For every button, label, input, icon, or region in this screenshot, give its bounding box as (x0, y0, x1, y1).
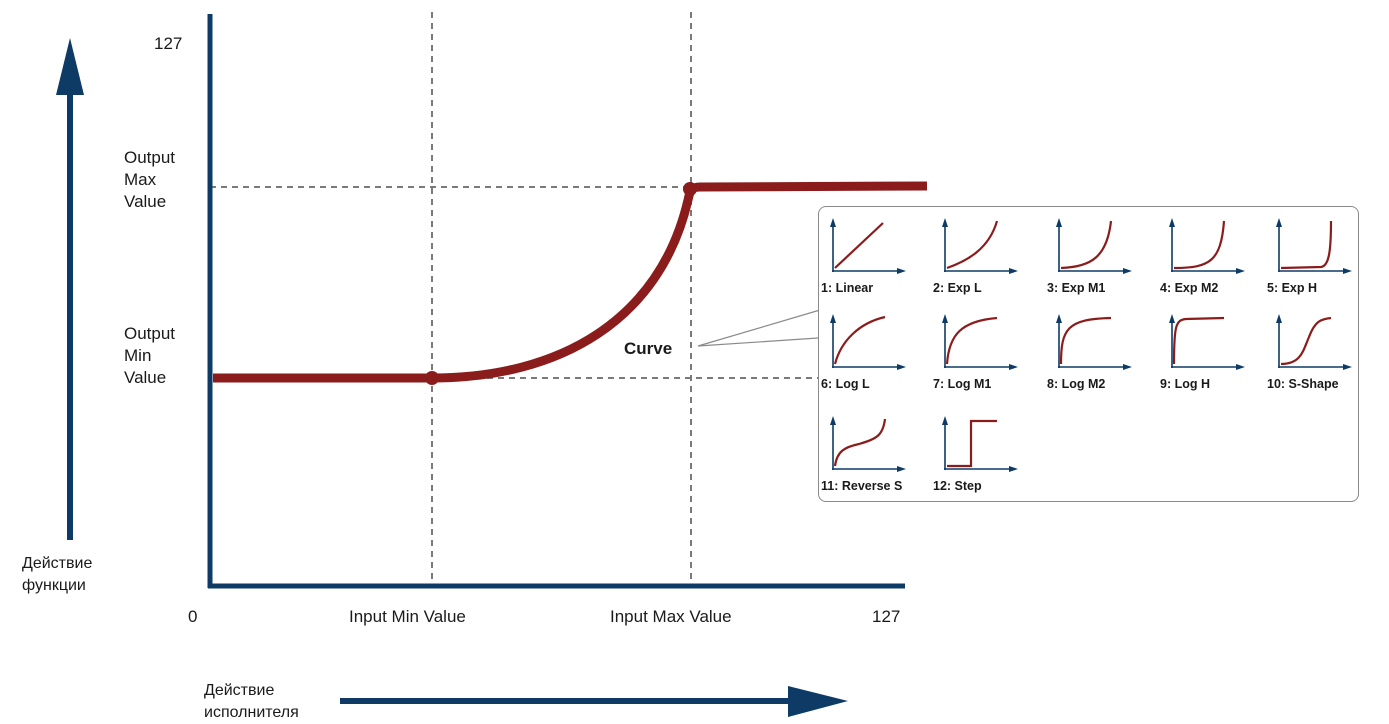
curve-option-s-shape: 10: S-Shape (1267, 307, 1375, 403)
curve-option-label: 6: Log L (821, 377, 870, 391)
linear-curve-icon (830, 218, 906, 274)
thumb-y-arrowhead (942, 218, 948, 227)
thumb-curve-line (833, 418, 887, 467)
thumb-y-arrowhead (830, 218, 836, 227)
thumb-y-arrowhead (1056, 218, 1062, 227)
curve-callout-line (697, 309, 821, 347)
input-max-label: Input Max Value (610, 607, 732, 626)
thumb-curve-line (1280, 316, 1332, 366)
thumb-y-arrowhead (830, 314, 836, 323)
thumb-curve-line (947, 419, 997, 468)
thumb-y-arrowhead (1169, 218, 1175, 227)
exp-h-curve-icon (1276, 218, 1352, 274)
thumb-x-arrowhead (897, 364, 906, 370)
thumb-y-arrowhead (830, 416, 836, 425)
log-l-curve-icon (830, 314, 906, 370)
thumb-x-arrowhead (1009, 268, 1018, 274)
function-action-label: Действие функции (22, 555, 93, 594)
thumb-x-arrowhead (1236, 268, 1245, 274)
curve-option-label: 9: Log H (1160, 377, 1210, 391)
output-max-label: Output Max Value (124, 148, 176, 211)
x-origin-label: 0 (188, 607, 198, 626)
thumb-y-arrowhead (1056, 314, 1062, 323)
thumb-y-arrowhead (1276, 218, 1282, 227)
curve-option-log-h: 9: Log H (1160, 307, 1268, 403)
thumb-y-arrowhead (1276, 314, 1282, 323)
curve-option-exp-h: 5: Exp H (1267, 211, 1375, 307)
curve-option-linear: 1: Linear (821, 211, 929, 307)
thumb-x-arrowhead (1123, 268, 1132, 274)
thumb-y-arrowhead (942, 314, 948, 323)
performer-arrow-head (788, 686, 848, 717)
curve-option-exp-m2: 4: Exp M2 (1160, 211, 1268, 307)
step-curve-icon (942, 416, 1018, 472)
max-point (683, 182, 697, 196)
curve-option-label: 12: Step (933, 479, 982, 493)
thumb-curve-line (946, 220, 999, 270)
exp-l-curve-icon (942, 218, 1018, 274)
curve-option-label: 7: Log M1 (933, 377, 992, 391)
log-h-curve-icon (1169, 314, 1245, 370)
thumb-x-arrowhead (1236, 364, 1245, 370)
curve-option-label: 1: Linear (821, 281, 874, 295)
min-point (425, 371, 439, 385)
thumb-y-arrowhead (1169, 314, 1175, 323)
input-min-label: Input Min Value (349, 607, 466, 626)
thumb-curve-line (833, 315, 886, 365)
curve-option-log-l: 6: Log L (821, 307, 929, 403)
s-shape-curve-icon (1276, 314, 1352, 370)
curve-option-exp-m1: 3: Exp M1 (1047, 211, 1155, 307)
log-m2-curve-icon (1056, 314, 1132, 370)
curve-types-panel: 1: Linear 2: Exp L 3: Exp M1 4: Exp M2 5… (818, 206, 1359, 502)
curve-option-reverse-s: 11: Reverse S (821, 409, 929, 505)
thumb-x-arrowhead (1343, 268, 1352, 274)
thumb-curve-line (945, 316, 998, 365)
curve-option-label: 10: S-Shape (1267, 377, 1339, 391)
thumb-y-arrowhead (942, 416, 948, 425)
thumb-curve-line (1280, 220, 1333, 270)
curve-option-exp-l: 2: Exp L (933, 211, 1041, 307)
thumb-curve-line (834, 222, 884, 269)
thumb-x-arrowhead (897, 466, 906, 472)
curve-option-label: 11: Reverse S (821, 479, 903, 493)
thumb-x-arrowhead (1009, 364, 1018, 370)
log-m1-curve-icon (942, 314, 1018, 370)
curve-option-log-m1: 7: Log M1 (933, 307, 1041, 403)
thumb-curve-line (1059, 316, 1112, 365)
exp-m1-curve-icon (1056, 218, 1132, 274)
y-top-label: 127 (154, 34, 183, 53)
curve-option-label: 3: Exp M1 (1047, 281, 1106, 295)
thumb-curve-line (1172, 316, 1225, 365)
curve-option-step: 12: Step (933, 409, 1041, 505)
thumb-curve-line (1173, 220, 1226, 270)
thumb-x-arrowhead (1009, 466, 1018, 472)
curve-option-label: 4: Exp M2 (1160, 281, 1219, 295)
curve-option-label: 2: Exp L (933, 281, 982, 295)
thumb-curve-line (1060, 220, 1113, 270)
x-end-label: 127 (872, 607, 901, 626)
exp-m2-curve-icon (1169, 218, 1245, 274)
curve-option-label: 5: Exp H (1267, 281, 1318, 295)
function-arrow-head (56, 38, 84, 95)
thumb-x-arrowhead (1343, 364, 1352, 370)
output-min-label: Output Min Value (124, 324, 176, 387)
performer-action-label: Действие исполнителя (204, 682, 299, 721)
thumb-x-arrowhead (897, 268, 906, 274)
thumb-x-arrowhead (1123, 364, 1132, 370)
guide-lines (210, 12, 818, 586)
reverse-s-curve-icon (830, 416, 906, 472)
curve-option-label: 8: Log M2 (1047, 377, 1106, 391)
curve-callout-label: Curve (624, 339, 673, 358)
curve-option-log-m2: 8: Log M2 (1047, 307, 1155, 403)
